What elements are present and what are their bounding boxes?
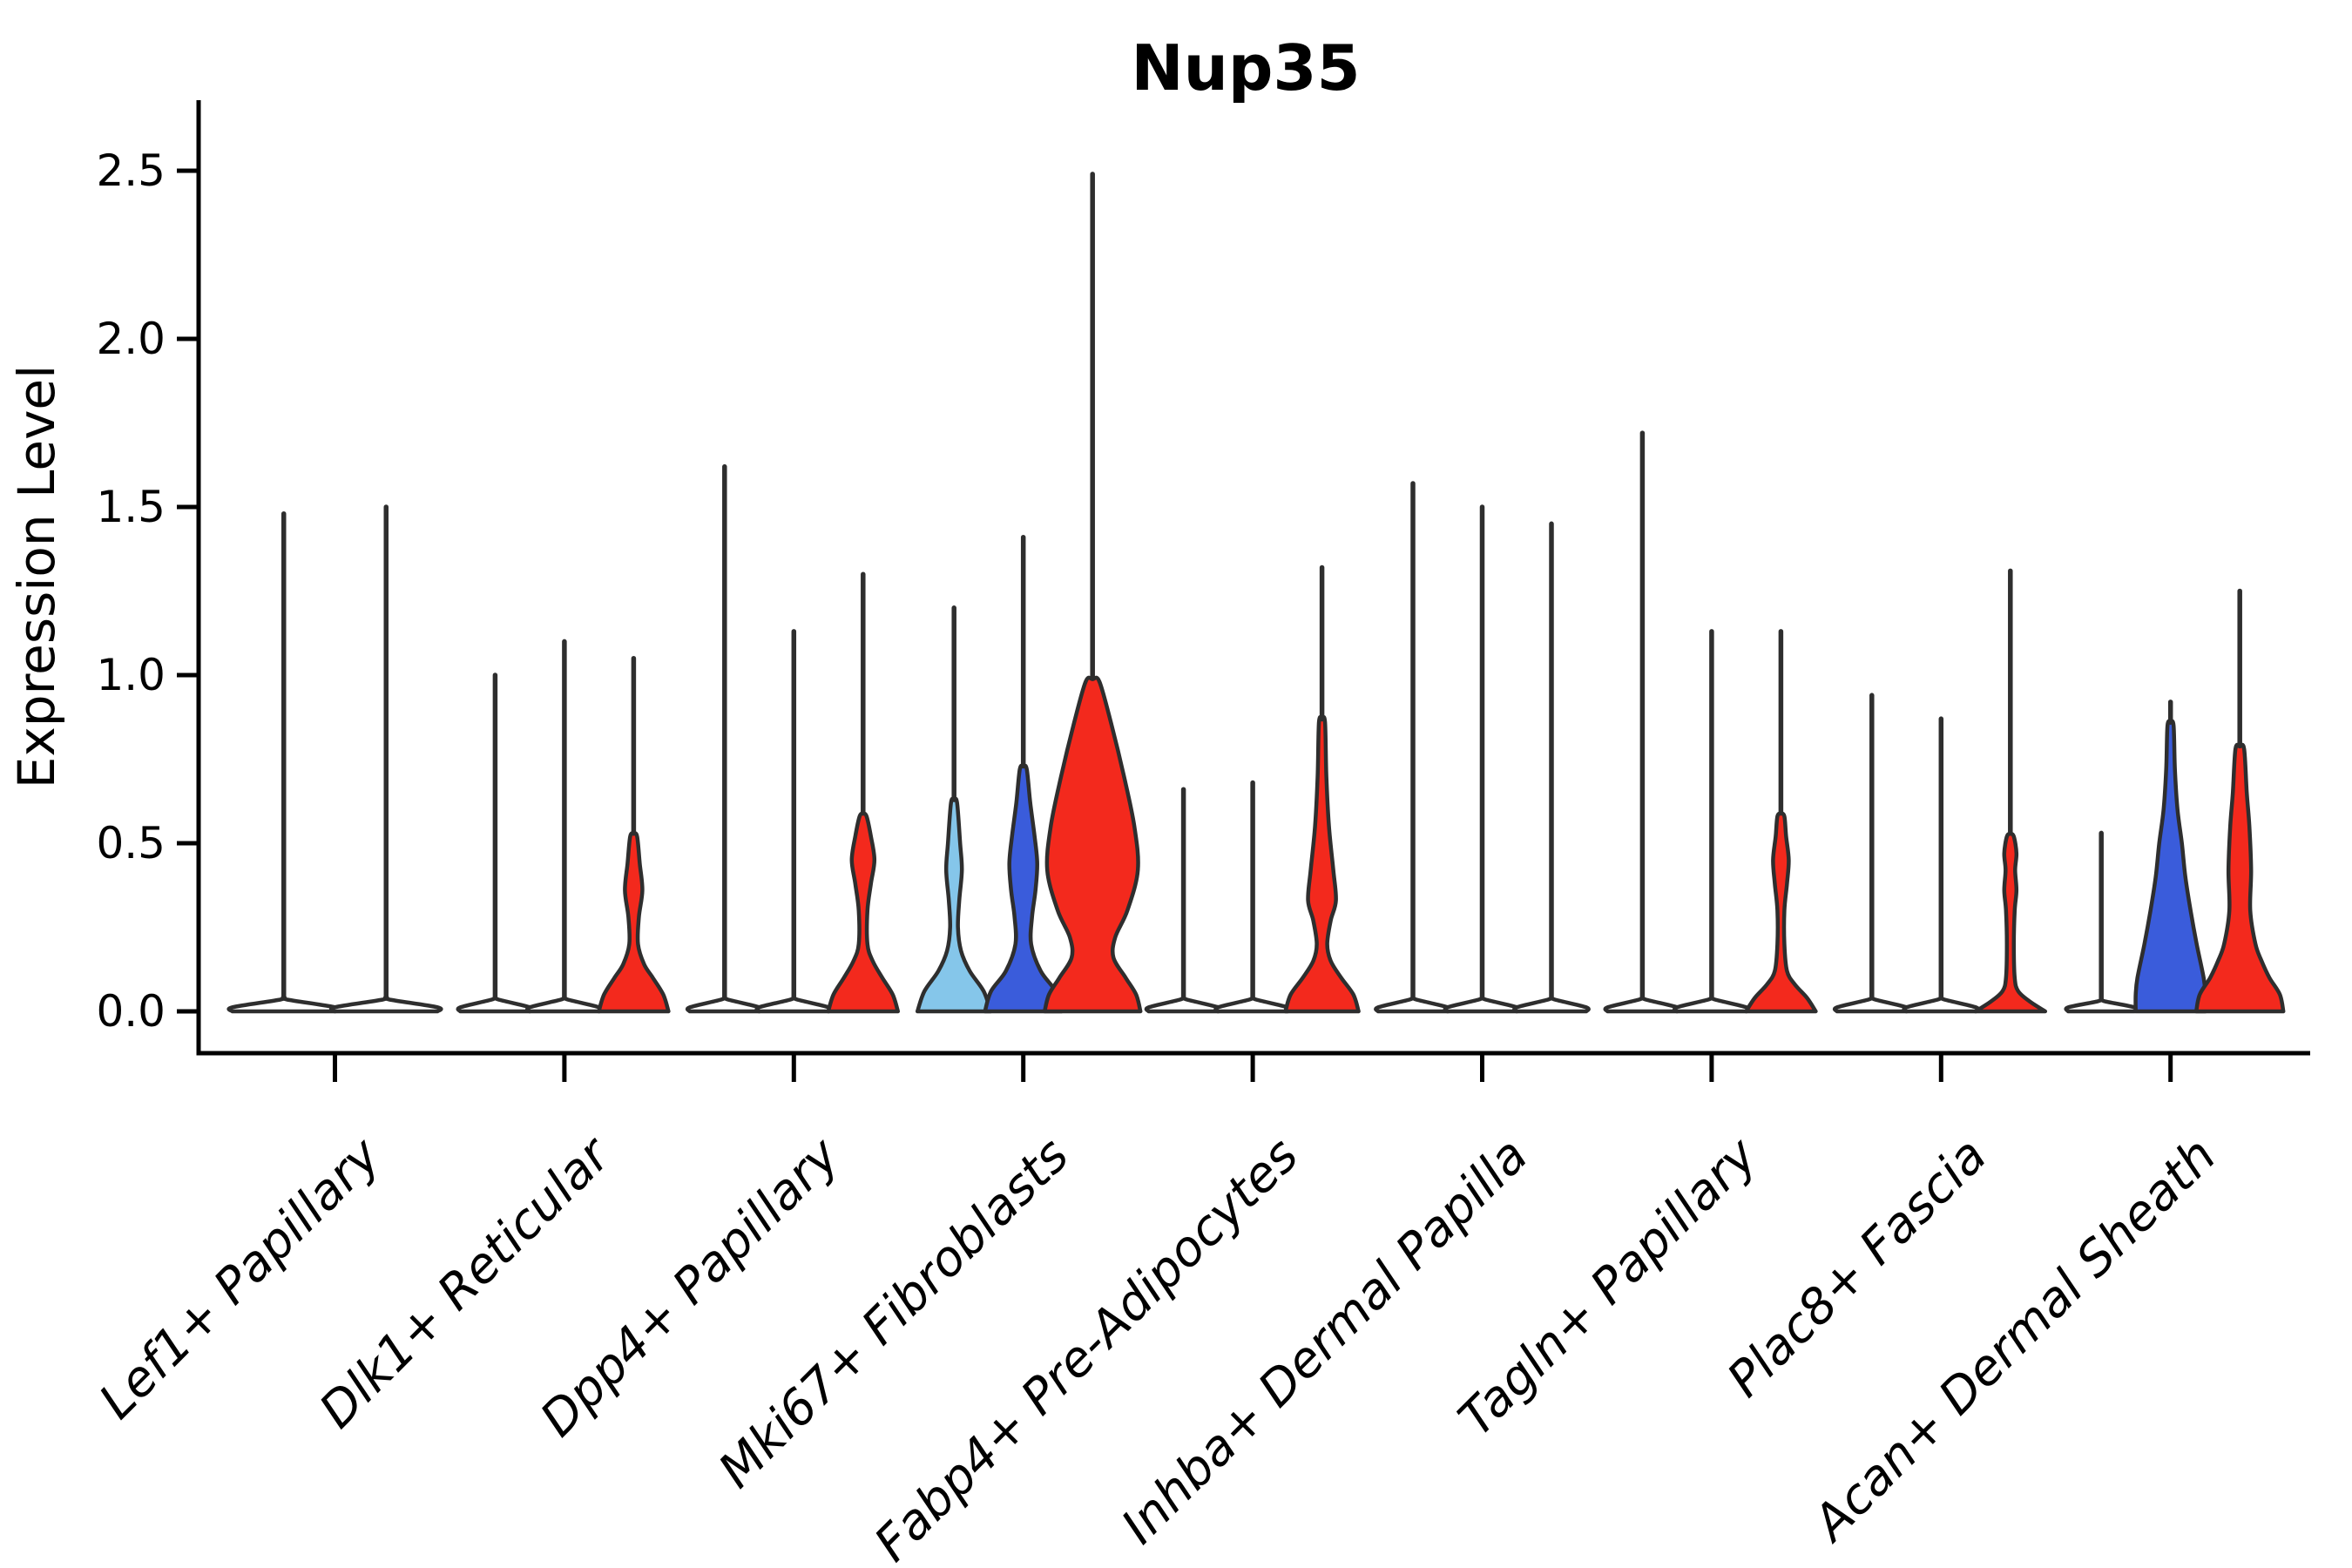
violin-body (1744, 811, 1818, 1014)
violin-inhba-dermal-papilla-3 (1512, 521, 1591, 1014)
violin-body (2133, 719, 2208, 1014)
violin-tagln-papillary-2 (1673, 629, 1751, 1014)
violin-body (915, 796, 993, 1014)
violin-mki67-fibroblasts-1 (915, 605, 993, 1014)
violin-dlk1-reticular-2 (525, 639, 604, 1014)
violin-dpp4-papillary-1 (685, 463, 764, 1014)
x-tick-label: Acan+ Dermal Sheath (1801, 1127, 2227, 1553)
violin-tagln-papillary-1 (1603, 430, 1682, 1014)
violin-body (685, 995, 764, 1014)
violin-mki67-fibroblasts-2 (983, 534, 1064, 1014)
chart-title: Nup35 (1131, 31, 1360, 105)
x-tick-label: Inhba+ Dermal Papilla (1111, 1127, 1538, 1555)
violin-body (983, 763, 1064, 1014)
violin-body (2064, 997, 2139, 1014)
y-tick-label: 1.0 (96, 650, 166, 700)
violin-dpp4-papillary-3 (826, 571, 901, 1014)
violin-body (754, 995, 834, 1014)
y-axis-label: Expression Level (7, 365, 66, 788)
violin-body (1673, 995, 1751, 1014)
violin-acan-dermal-sheath-3 (2193, 588, 2286, 1014)
y-tick-label: 1.5 (96, 482, 166, 532)
violin-body (226, 995, 341, 1014)
violin-lef1-papillary-2 (328, 504, 443, 1014)
violin-body (1042, 675, 1143, 1014)
violin-series (226, 172, 2286, 1014)
violin-body (1603, 995, 1682, 1014)
violin-body (525, 995, 604, 1014)
violin-body (826, 811, 901, 1014)
violin-fabp4-pre-adipocytes-3 (1283, 564, 1361, 1014)
violin-body (1832, 995, 1911, 1014)
violin-body (2193, 742, 2286, 1014)
violin-body (1213, 995, 1292, 1014)
violin-mki67-fibroblasts-3 (1042, 172, 1143, 1014)
violin-body (1973, 831, 2048, 1014)
violin-body (1374, 995, 1452, 1014)
violin-body (328, 995, 443, 1014)
y-tick-label: 0.0 (96, 986, 166, 1037)
violin-lef1-papillary-1 (226, 510, 341, 1014)
violin-plac8-fascia-2 (1902, 716, 1981, 1014)
x-tick-label: Fabp4+ Pre-Adipocytes (864, 1127, 1309, 1568)
violin-body (1443, 995, 1522, 1014)
axes: 0.0 0.5 1.0 1.5 2.0 2.5 (96, 100, 2310, 1082)
violin-tagln-papillary-3 (1744, 629, 1818, 1014)
violin-dlk1-reticular-3 (597, 655, 671, 1014)
violin-plac8-fascia-1 (1832, 693, 1911, 1014)
violin-body (1902, 995, 1981, 1014)
violin-acan-dermal-sheath-1 (2064, 830, 2139, 1014)
violin-body (1283, 715, 1361, 1014)
violin-body (456, 995, 535, 1014)
violin-inhba-dermal-papilla-2 (1443, 504, 1522, 1014)
y-tick-label: 2.0 (96, 314, 166, 364)
violin-dpp4-papillary-2 (754, 629, 834, 1014)
violin-body (1144, 995, 1223, 1014)
violin-fabp4-pre-adipocytes-1 (1144, 787, 1223, 1014)
violin-body (597, 831, 671, 1014)
violin-fabp4-pre-adipocytes-2 (1213, 780, 1292, 1014)
violin-body (1512, 995, 1591, 1014)
y-tick-label: 0.5 (96, 818, 166, 868)
violin-dlk1-reticular-1 (456, 672, 535, 1014)
violin-acan-dermal-sheath-2 (2133, 700, 2208, 1014)
y-tick-label: 2.5 (96, 145, 166, 196)
violin-inhba-dermal-papilla-1 (1374, 481, 1452, 1014)
violin-plac8-fascia-3 (1973, 568, 2048, 1014)
